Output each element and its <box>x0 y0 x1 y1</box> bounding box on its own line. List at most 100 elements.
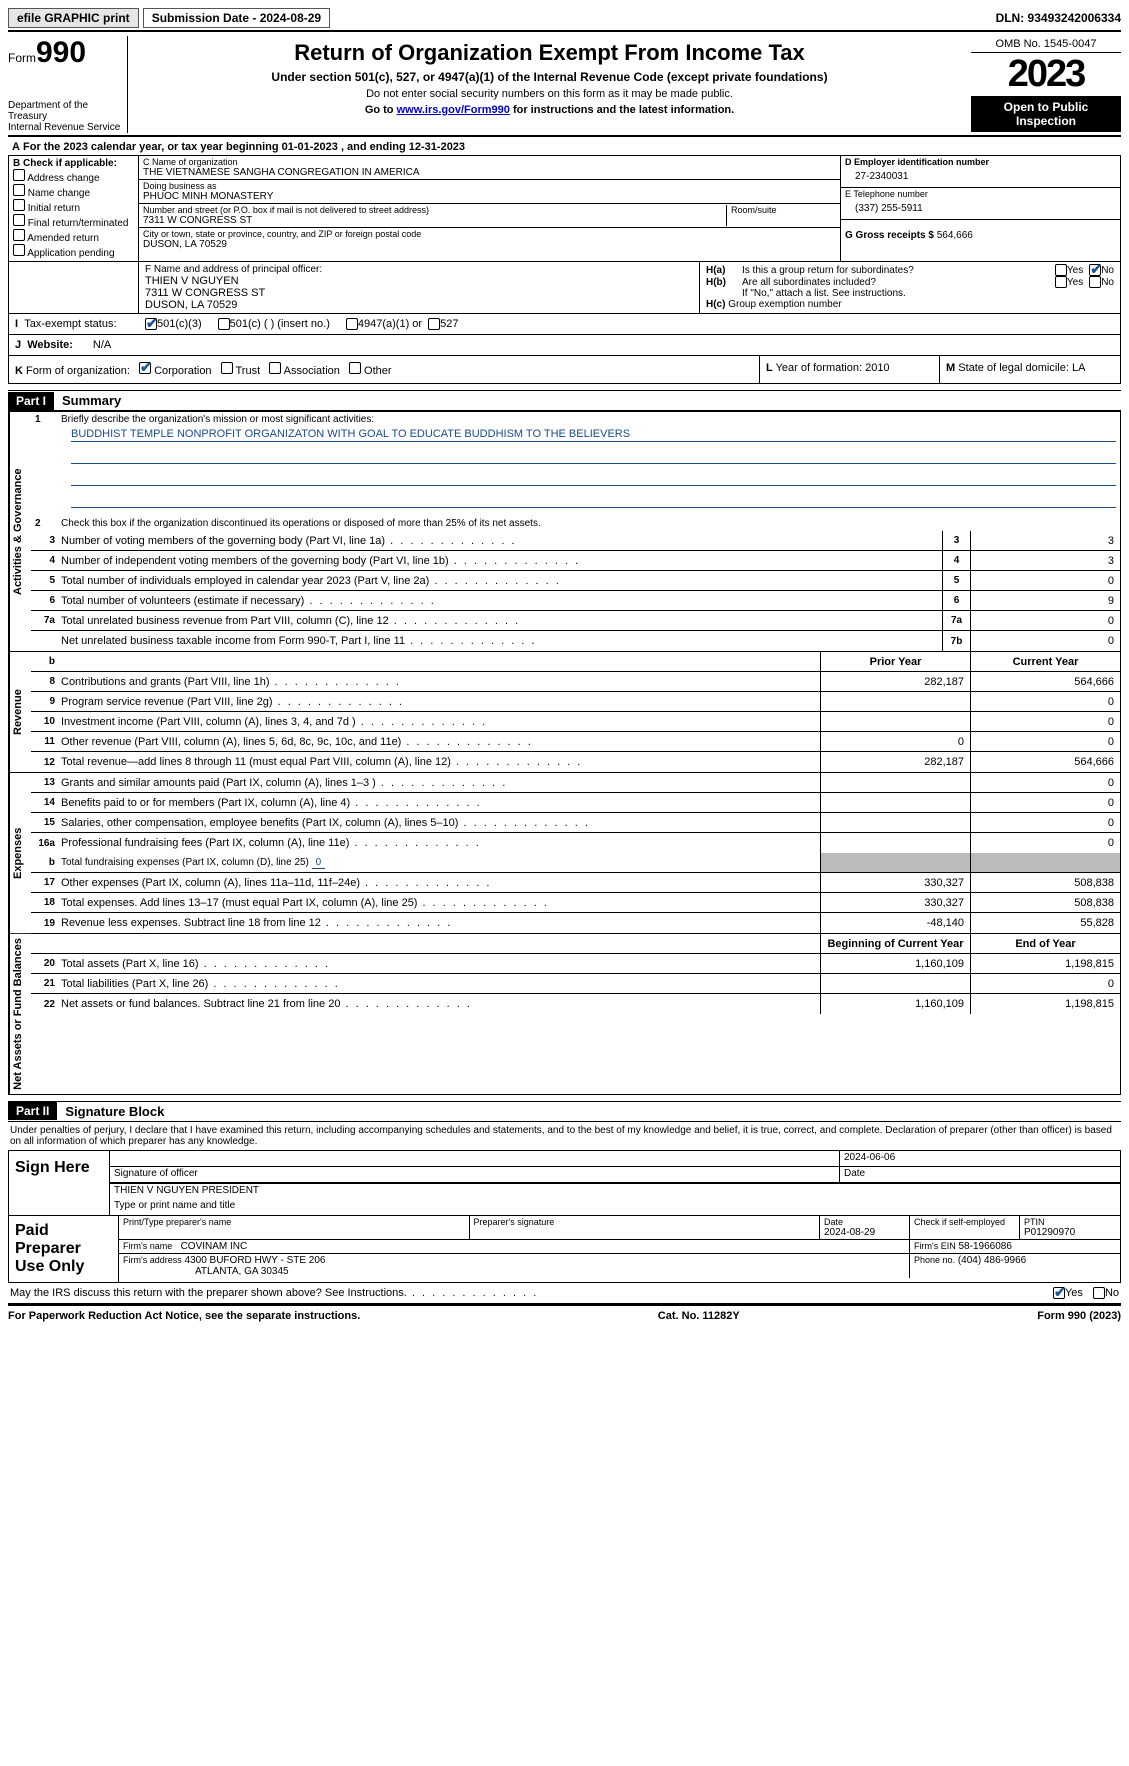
chk-application-pending[interactable] <box>13 244 25 256</box>
chk-discuss-no[interactable] <box>1093 1287 1105 1299</box>
summary-prior-value <box>820 833 970 853</box>
officer-street: 7311 W CONGRESS ST <box>145 287 693 299</box>
chk-discuss-yes[interactable] <box>1053 1287 1065 1299</box>
h-b-label: Are all subordinates included? <box>742 277 1055 288</box>
summary-current-value: 55,828 <box>970 913 1120 933</box>
chk-501c[interactable] <box>218 318 230 330</box>
year-formation-value: 2010 <box>865 362 889 374</box>
chk-hb-no[interactable] <box>1089 276 1101 288</box>
room-label: Room/suite <box>731 205 836 215</box>
top-bar: efile GRAPHIC print Submission Date - 20… <box>8 8 1121 32</box>
firm-phone: (404) 486-9966 <box>958 1255 1026 1266</box>
irs-link[interactable]: www.irs.gov/Form990 <box>397 104 510 116</box>
chk-address-change[interactable] <box>13 169 25 181</box>
summary-prior-value <box>820 974 970 993</box>
officer-label: F Name and address of principal officer: <box>145 264 693 275</box>
chk-4947[interactable] <box>346 318 358 330</box>
paperwork-notice: For Paperwork Reduction Act Notice, see … <box>8 1310 360 1322</box>
paid-preparer-block: Paid Preparer Use Only Print/Type prepar… <box>9 1216 1120 1282</box>
summary-line-value: 0 <box>970 571 1120 590</box>
form-footer-id: Form 990 (2023) <box>1037 1310 1121 1322</box>
summary-current-value: 0 <box>970 773 1120 792</box>
chk-initial-return[interactable] <box>13 199 25 211</box>
h-c-label: Group exemption number <box>728 299 841 310</box>
prep-date: 2024-08-29 <box>824 1227 905 1238</box>
summary-prior-value <box>820 712 970 731</box>
summary-line-desc: Net assets or fund balances. Subtract li… <box>59 997 820 1011</box>
summary-prior-value <box>820 773 970 792</box>
form-word: Form <box>8 51 36 65</box>
chk-ha-no[interactable] <box>1089 264 1101 276</box>
form-org-label: Form of organization: <box>26 365 130 377</box>
section-b-heading: B Check if applicable: <box>13 158 134 169</box>
header-prior-year: Prior Year <box>820 652 970 671</box>
summary-prior-value: 1,160,109 <box>820 954 970 973</box>
chk-501c3[interactable] <box>145 318 157 330</box>
chk-other-org[interactable] <box>349 362 361 374</box>
summary-line-desc: Total number of volunteers (estimate if … <box>59 594 942 608</box>
summary-line-desc: Contributions and grants (Part VIII, lin… <box>59 675 820 689</box>
summary-line-desc: Total number of individuals employed in … <box>59 574 942 588</box>
summary-prior-value <box>820 692 970 711</box>
dept-irs: Internal Revenue Service <box>8 122 121 133</box>
mission-blank-2 <box>71 472 1116 486</box>
chk-hb-yes[interactable] <box>1055 276 1067 288</box>
dba-label: Doing business as <box>143 181 836 191</box>
header-current-year: Current Year <box>970 652 1120 671</box>
summary-line-box: 7a <box>942 611 970 630</box>
vlabel-governance: Activities & Governance <box>9 412 31 651</box>
summary-line-desc: Salaries, other compensation, employee b… <box>59 816 820 830</box>
summary-current-value: 508,838 <box>970 893 1120 912</box>
firm-name: COVINAM INC <box>181 1241 248 1252</box>
domicile-label: State of legal domicile: <box>958 362 1069 374</box>
domicile-value: LA <box>1072 362 1085 374</box>
summary-current-value: 1,198,815 <box>970 994 1120 1014</box>
summary-current-value: 564,666 <box>970 672 1120 691</box>
summary-current-value: 0 <box>970 692 1120 711</box>
street-address: 7311 W CONGRESS ST <box>143 215 726 226</box>
sig-officer-label: Signature of officer <box>110 1167 839 1183</box>
summary-prior-value: 282,187 <box>820 752 970 772</box>
h-a-label: Is this a group return for subordinates? <box>742 265 1055 276</box>
part-i-tag: Part I <box>8 392 54 410</box>
penalties-text: Under penalties of perjury, I declare th… <box>8 1122 1121 1150</box>
chk-association[interactable] <box>269 362 281 374</box>
summary-line-desc: Number of voting members of the governin… <box>59 534 942 548</box>
summary-line-box: 4 <box>942 551 970 570</box>
header-end-year: End of Year <box>970 934 1120 953</box>
form-title: Return of Organization Exempt From Incom… <box>142 40 957 66</box>
summary-prior-value: 0 <box>820 732 970 751</box>
line-b-current <box>970 853 1120 872</box>
summary-line-value: 0 <box>970 611 1120 630</box>
summary-line-box: 7b <box>942 631 970 651</box>
tax-year: 2023 <box>971 53 1121 96</box>
summary-prior-value: 1,160,109 <box>820 994 970 1014</box>
sign-here-block: Sign Here Signature of officer 2024-06-0… <box>8 1150 1121 1283</box>
section-f-h: F Name and address of principal officer:… <box>8 262 1121 314</box>
summary-line-desc: Total unrelated business revenue from Pa… <box>59 614 942 628</box>
part-i-title: Summary <box>54 391 129 410</box>
chk-ha-yes[interactable] <box>1055 264 1067 276</box>
mission-blank-3 <box>71 494 1116 508</box>
form-number: 990 <box>36 36 86 69</box>
page-footer: For Paperwork Reduction Act Notice, see … <box>8 1304 1121 1322</box>
vlabel-net-assets: Net Assets or Fund Balances <box>9 934 31 1094</box>
chk-amended-return[interactable] <box>13 229 25 241</box>
chk-final-return[interactable] <box>13 214 25 226</box>
efile-print-button[interactable]: efile GRAPHIC print <box>8 8 139 28</box>
chk-trust[interactable] <box>221 362 233 374</box>
summary-prior-value <box>820 813 970 832</box>
gross-receipts-label: G Gross receipts $ <box>845 230 934 241</box>
summary-line-box: 3 <box>942 531 970 550</box>
chk-name-change[interactable] <box>13 184 25 196</box>
open-inspection-box: Open to Public Inspection <box>971 96 1121 132</box>
street-label: Number and street (or P.O. box if mail i… <box>143 205 726 215</box>
chk-527[interactable] <box>428 318 440 330</box>
mission-text: BUDDHIST TEMPLE NONPROFIT ORGANIZATON WI… <box>71 428 1116 442</box>
summary-current-value: 0 <box>970 813 1120 832</box>
summary-current-value: 564,666 <box>970 752 1120 772</box>
summary-line-desc: Grants and similar amounts paid (Part IX… <box>59 776 820 790</box>
summary-line-desc: Total revenue—add lines 8 through 11 (mu… <box>59 755 820 769</box>
ein-value: 27-2340031 <box>845 167 1116 186</box>
chk-corporation[interactable] <box>139 362 151 374</box>
